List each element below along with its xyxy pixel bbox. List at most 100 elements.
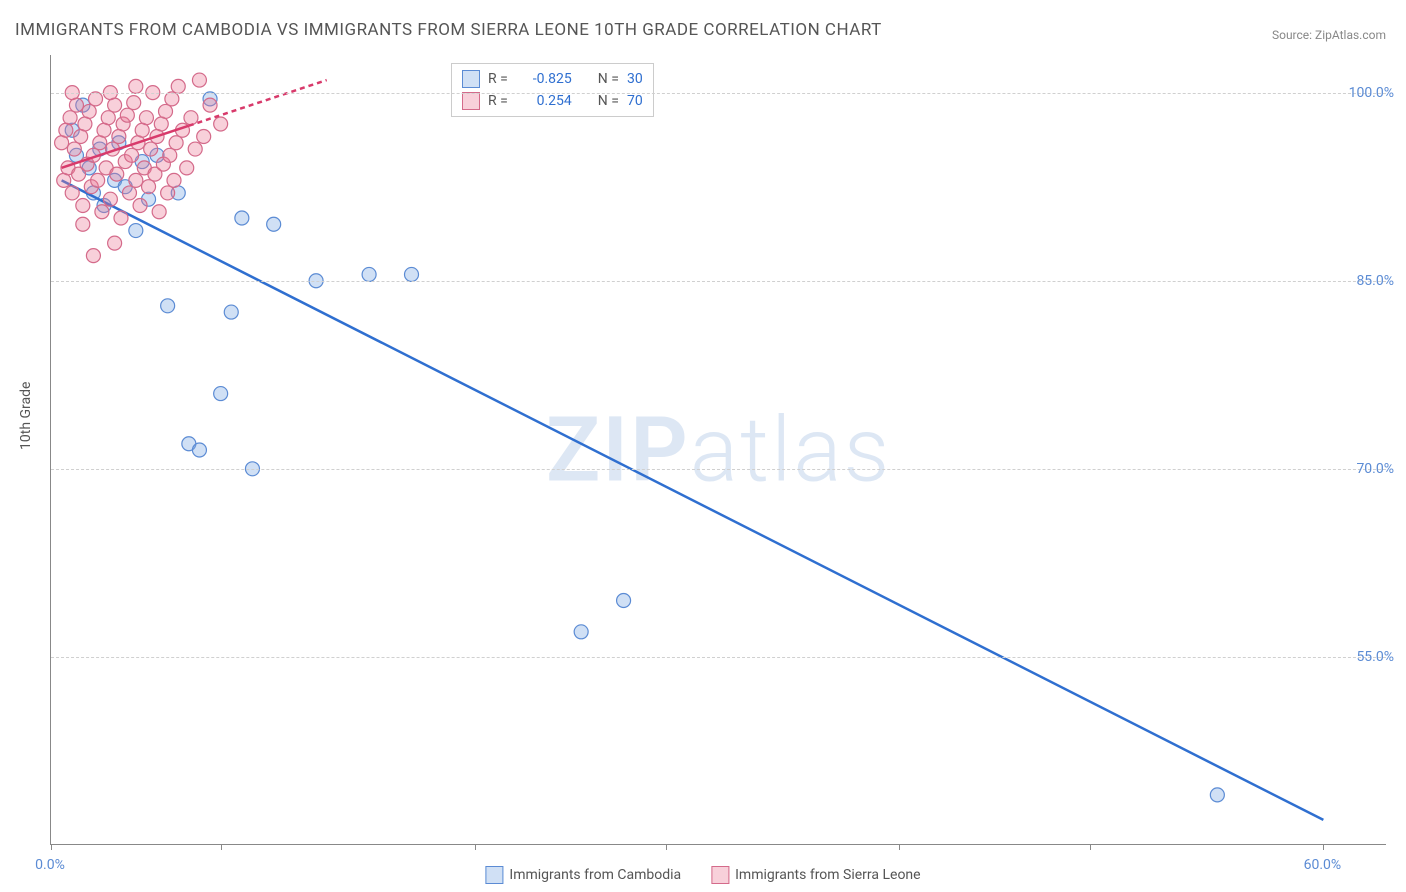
data-point [89, 92, 103, 106]
x-tick [899, 844, 900, 850]
data-point [74, 130, 88, 144]
data-point [224, 305, 238, 319]
data-point [59, 123, 73, 137]
legend-swatch [711, 866, 729, 884]
data-point [1210, 788, 1224, 802]
data-point [214, 387, 228, 401]
x-tick [51, 844, 52, 850]
data-point [55, 136, 69, 150]
data-point [165, 92, 179, 106]
data-point [167, 173, 181, 187]
data-point [57, 173, 71, 187]
data-point [76, 217, 90, 231]
legend-swatch [462, 70, 480, 88]
gridline [51, 281, 1386, 282]
data-point [235, 211, 249, 225]
data-point [161, 186, 175, 200]
data-point [125, 148, 139, 162]
data-point [112, 130, 126, 144]
legend-n-label: N = [598, 68, 619, 90]
data-point [93, 136, 107, 150]
x-tick [1323, 844, 1324, 850]
data-point [63, 111, 77, 125]
data-point [95, 205, 109, 219]
legend-item: Immigrants from Sierra Leone [711, 866, 920, 884]
data-point [108, 236, 122, 250]
data-point [184, 111, 198, 125]
source-label: Source: ZipAtlas.com [1272, 28, 1386, 42]
legend-row: R = -0.825 N = 30 [462, 68, 643, 90]
data-point [135, 123, 149, 137]
legend-n-value: 30 [627, 68, 643, 90]
data-point [97, 123, 111, 137]
data-point [188, 142, 202, 156]
series-legend: Immigrants from Cambodia Immigrants from … [485, 866, 920, 884]
data-point [171, 79, 185, 93]
x-tick [475, 844, 476, 850]
y-axis-label: 10th Grade [18, 382, 34, 450]
data-point [192, 443, 206, 457]
data-point [101, 111, 115, 125]
data-point [129, 173, 143, 187]
legend-item: Immigrants from Cambodia [485, 866, 681, 884]
legend-swatch [485, 866, 503, 884]
x-tick [1090, 844, 1091, 850]
data-point [214, 117, 228, 131]
legend-r-label: R = [488, 68, 508, 90]
data-point [144, 142, 158, 156]
chart-svg [51, 55, 1386, 844]
chart-title: IMMIGRANTS FROM CAMBODIA VS IMMIGRANTS F… [15, 20, 882, 40]
data-point [142, 180, 156, 194]
data-point [129, 79, 143, 93]
x-tick [221, 844, 222, 850]
data-point [163, 148, 177, 162]
data-point [114, 211, 128, 225]
data-point [120, 108, 134, 122]
x-tick [666, 844, 667, 850]
data-point [152, 205, 166, 219]
data-point [154, 117, 168, 131]
y-tick-label: 85.0% [1356, 273, 1394, 289]
data-point [82, 104, 96, 118]
data-point [574, 625, 588, 639]
y-tick-label: 70.0% [1356, 461, 1394, 477]
data-point [110, 167, 124, 181]
plot-area: ZIPatlas R =-0.825N =30R =0.254N =70 [50, 55, 1386, 845]
data-point [129, 224, 143, 238]
x-tick-label: 0.0% [35, 857, 65, 873]
data-point [127, 96, 141, 110]
data-point [91, 173, 105, 187]
data-point [617, 593, 631, 607]
data-point [65, 186, 79, 200]
data-point [86, 249, 100, 263]
legend-swatch [462, 92, 480, 110]
x-tick-label: 60.0% [1304, 857, 1342, 873]
legend-label: Immigrants from Cambodia [509, 867, 681, 883]
data-point [67, 142, 81, 156]
data-point [69, 98, 83, 112]
correlation-legend: R =-0.825N =30R =0.254N =70 [451, 63, 654, 117]
gridline [51, 657, 1386, 658]
data-point [197, 130, 211, 144]
data-point [180, 161, 194, 175]
data-point [133, 198, 147, 212]
data-point [267, 217, 281, 231]
data-point [169, 136, 183, 150]
legend-r-value: -0.825 [516, 68, 572, 90]
data-point [108, 98, 122, 112]
data-point [103, 192, 117, 206]
data-point [161, 299, 175, 313]
data-point [362, 267, 376, 281]
data-point [405, 267, 419, 281]
y-tick-label: 55.0% [1356, 649, 1394, 665]
data-point [192, 73, 206, 87]
trend-line [62, 180, 1324, 820]
y-tick-label: 100.0% [1349, 85, 1394, 101]
data-point [159, 104, 173, 118]
legend-label: Immigrants from Sierra Leone [735, 867, 920, 883]
gridline [51, 93, 1386, 94]
data-point [78, 117, 92, 131]
data-point [203, 98, 217, 112]
data-point [122, 186, 136, 200]
gridline [51, 469, 1386, 470]
